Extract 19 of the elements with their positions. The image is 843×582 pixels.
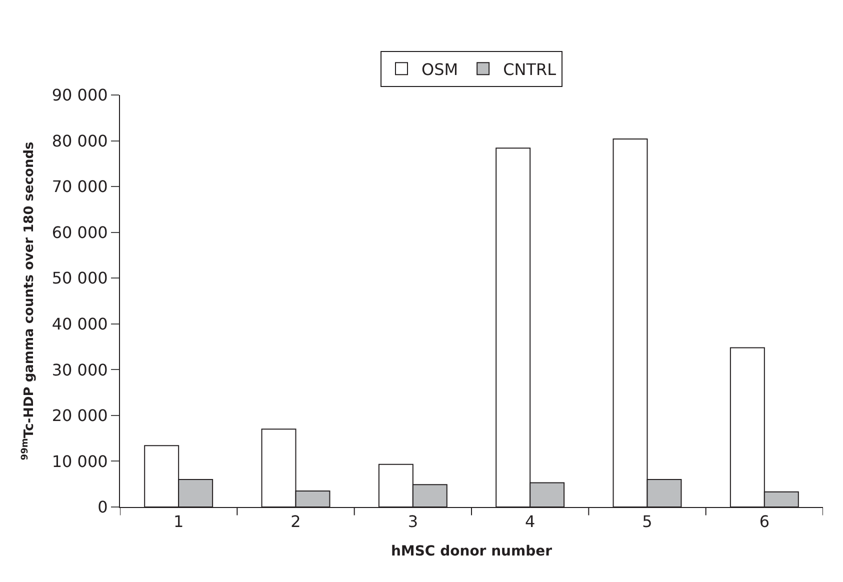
y-tick-label: 0 <box>98 498 108 517</box>
x-tick-label: 1 <box>173 512 184 532</box>
y-tick-label: 10 000 <box>52 452 108 471</box>
legend-label: CNTRL <box>503 60 556 79</box>
y-tick-label: 30 000 <box>52 360 108 380</box>
x-tick-label: 2 <box>290 512 301 532</box>
y-tick-label: 80 000 <box>52 131 108 150</box>
x-tick-label: 3 <box>408 512 418 532</box>
x-tick-label: 5 <box>642 512 652 532</box>
x-axis-title: hMSC donor number <box>390 544 552 560</box>
y-tick-label: 90 000 <box>52 86 108 105</box>
y-tick-label: 50 000 <box>52 268 108 288</box>
x-tick-label: 6 <box>759 512 770 532</box>
y-tick-label: 70 000 <box>52 177 108 196</box>
legend-label: OSM <box>422 60 458 79</box>
y-tick-label: 20 000 <box>52 406 108 426</box>
y-tick-label: 60 000 <box>52 222 108 242</box>
y-tick-label: 40 000 <box>52 314 108 334</box>
x-tick-label: 4 <box>524 512 536 532</box>
